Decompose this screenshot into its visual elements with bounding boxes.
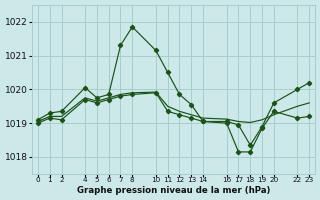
X-axis label: Graphe pression niveau de la mer (hPa): Graphe pression niveau de la mer (hPa) [77, 186, 270, 195]
